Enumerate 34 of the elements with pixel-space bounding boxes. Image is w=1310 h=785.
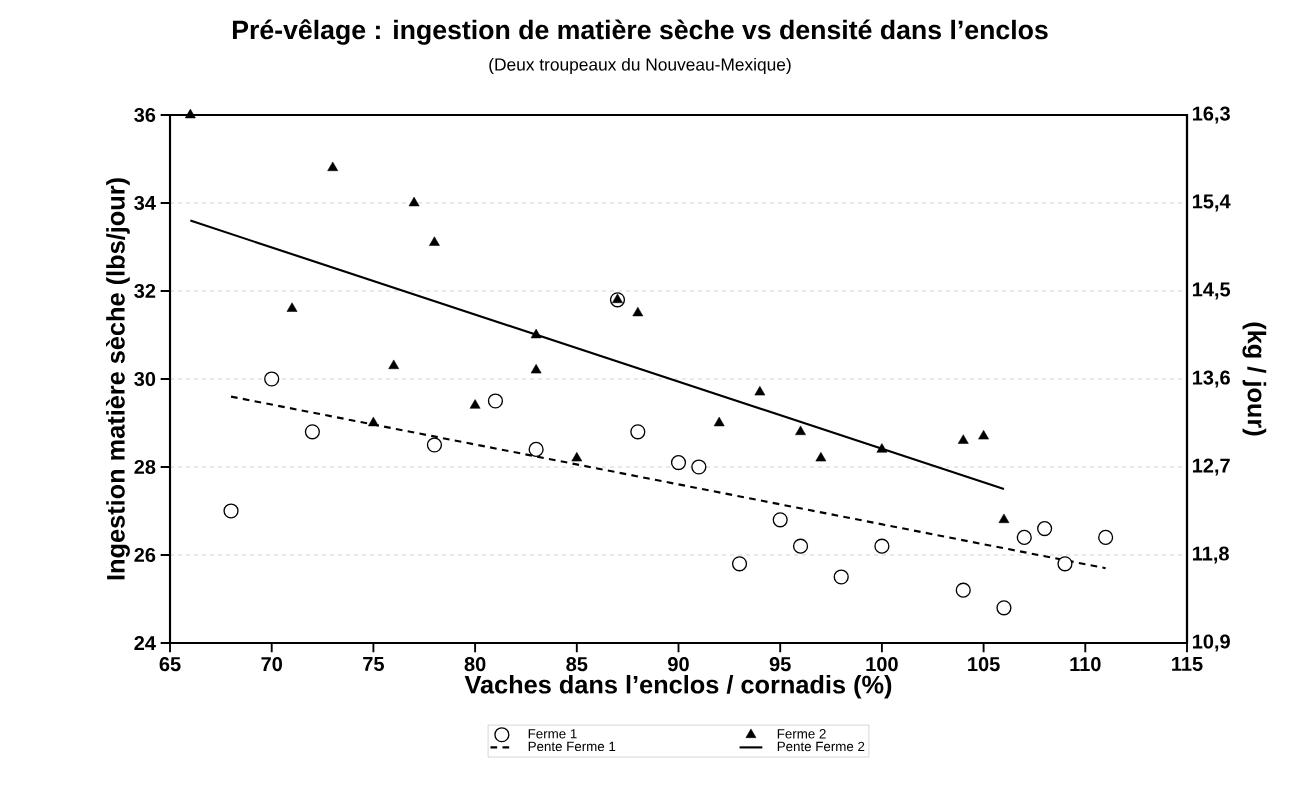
x-tick-label: 85 bbox=[566, 657, 588, 672]
y2-tick-label: 13,6 bbox=[1192, 370, 1230, 388]
y2-axis-title: (kg / jour) bbox=[1242, 322, 1267, 436]
y-tick-label: 28 bbox=[134, 459, 156, 475]
x-tick-label: 75 bbox=[363, 657, 384, 671]
legend-label: Pente Ferme 2 bbox=[777, 741, 865, 752]
y2-tick-label: 11,8 bbox=[1192, 546, 1229, 564]
legend-label: Pente Ferme 1 bbox=[528, 741, 616, 752]
y2-tick-label: 10,9 bbox=[1192, 634, 1230, 652]
chart-subtitle: (Deux troupeaux du Nouveau-Mexique) bbox=[489, 57, 791, 75]
y2-tick-label: 16,3 bbox=[1192, 106, 1230, 124]
x-tick-label: 110 bbox=[1070, 657, 1101, 672]
y-axis-title: Ingestion matière sèche (lbs/jour) bbox=[105, 178, 130, 580]
x-axis-title: Vaches dans l’enclos / cornadis (%) bbox=[464, 675, 892, 699]
legend-label: Ferme 2 bbox=[777, 729, 826, 739]
y2-tick-label: 12,7 bbox=[1192, 458, 1230, 476]
chart-title: Pré-vêlage : ingestion de matière sèche vs densité dans l’enclos bbox=[232, 19, 1048, 45]
y-tick-label: 24 bbox=[134, 636, 156, 650]
y-tick-label: 36 bbox=[134, 107, 156, 123]
x-tick-label: 65 bbox=[159, 657, 181, 672]
y-tick-label: 26 bbox=[134, 547, 156, 563]
x-tick-label: 100 bbox=[866, 657, 898, 672]
y-tick-label: 34 bbox=[134, 195, 156, 211]
x-tick-label: 80 bbox=[464, 657, 486, 672]
x-tick-label: 70 bbox=[261, 657, 282, 672]
y2-tick-label: 14,5 bbox=[1192, 282, 1231, 300]
x-tick-label: 115 bbox=[1172, 657, 1203, 671]
y2-tick-label: 15,4 bbox=[1192, 194, 1231, 212]
x-tick-label: 105 bbox=[968, 657, 1000, 672]
y-tick-label: 30 bbox=[134, 371, 156, 387]
x-tick-label: 95 bbox=[769, 657, 791, 672]
x-tick-label: 90 bbox=[668, 657, 689, 672]
legend-label: Ferme 1 bbox=[528, 729, 577, 739]
y-tick-label: 32 bbox=[134, 283, 156, 299]
